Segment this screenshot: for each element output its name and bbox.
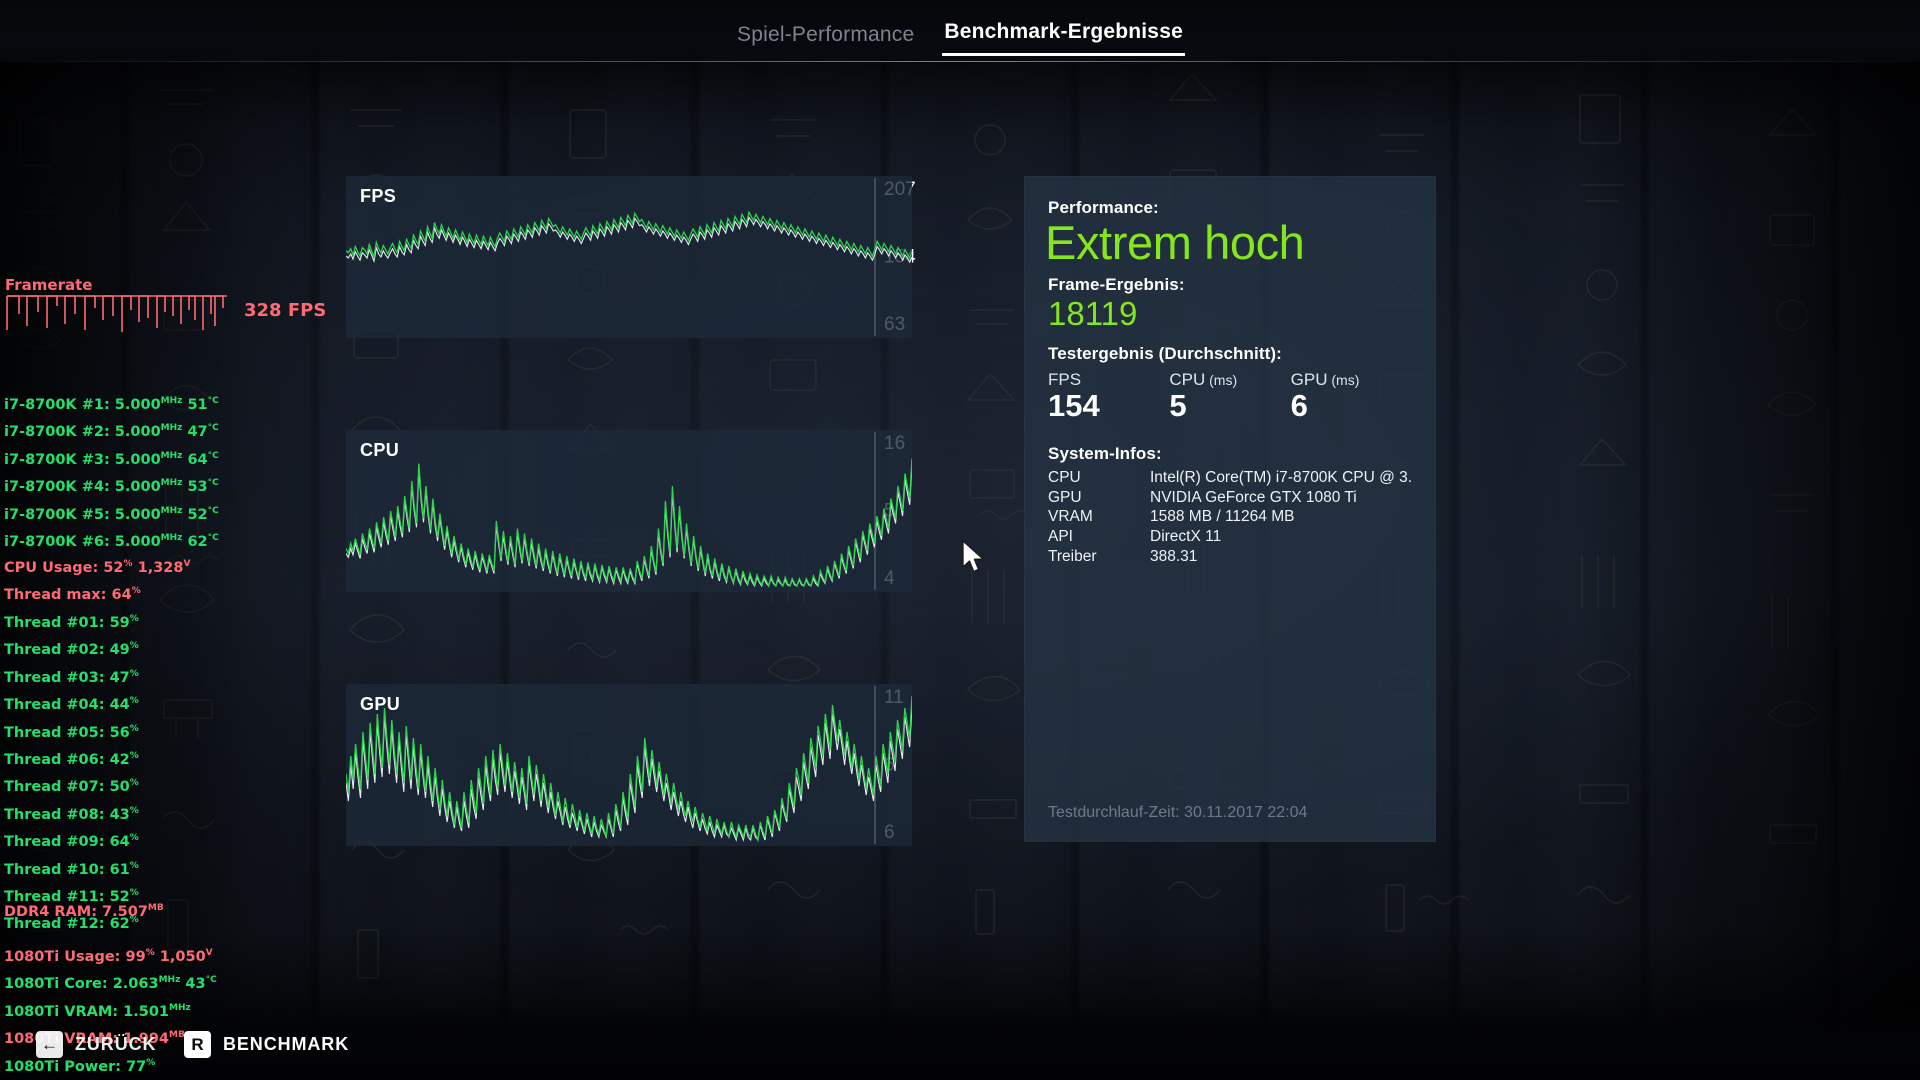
cpu-core-row: i7-8700K #2: 5.000MHz 47°C — [4, 423, 219, 441]
system-info-row-vram: VRAM 1588 MB / 11264 MB — [1048, 507, 1412, 527]
back-button[interactable]: ← ZURÜCK — [36, 1031, 156, 1058]
thread-row: Thread #06: 42% — [4, 750, 139, 768]
fps-chart-plot — [346, 176, 912, 338]
average-cell-cpu: CPU (ms) 5 — [1169, 370, 1290, 424]
r-key-icon: R — [184, 1031, 211, 1058]
cpu-usage-row: CPU Usage: 52% 1,328V — [4, 559, 191, 576]
ram-row: DDR4 RAM: 7.507MB — [4, 903, 164, 920]
benchmark-button-label: BENCHMARK — [223, 1034, 350, 1054]
gpu-stats-list: 1080Ti Usage: 99% 1,050V 1080Ti Core: 2.… — [4, 942, 217, 1079]
system-info-key-cpu: CPU — [1048, 468, 1081, 486]
thread-row: Thread #09: 64% — [4, 833, 139, 851]
benchmark-button[interactable]: R BENCHMARK — [184, 1031, 349, 1058]
thread-row: Thread #02: 49% — [4, 641, 139, 659]
ram-list: DDR4 RAM: 7.507MB — [4, 897, 164, 924]
thread-row: Thread #08: 43% — [4, 805, 139, 823]
frame-score-label: Frame-Ergebnis: — [1048, 274, 1185, 294]
back-button-label: ZURÜCK — [75, 1034, 157, 1054]
thread-row: Thread #07: 50% — [4, 778, 139, 796]
cpu-core-row: i7-8700K #6: 5.000MHz 62°C — [4, 533, 219, 550]
cpu-chart-plot — [346, 430, 912, 592]
system-info-value-gpu: NVIDIA GeForce GTX 1080 Ti — [1150, 488, 1357, 506]
system-info-row-api: API DirectX 11 — [1048, 527, 1412, 547]
average-value-gpu: 6 — [1290, 388, 1308, 424]
thread-row: Thread #10: 61% — [4, 860, 139, 878]
average-caption-fps: FPS — [1048, 370, 1082, 390]
cpu-core-list: i7-8700K #1: 5.000MHz 51°C i7-8700K #2: … — [4, 390, 219, 555]
gpu-chart-label: GPU — [360, 694, 401, 714]
back-key-icon: ← — [36, 1031, 63, 1058]
performance-value: Extrem hoch — [1045, 216, 1305, 269]
system-info-row-gpu: GPU NVIDIA GeForce GTX 1080 Ti — [1048, 488, 1412, 508]
tab-benchmark-ergebnisse[interactable]: Benchmark-Ergebnisse — [942, 20, 1185, 56]
framerate-value: 328 FPS — [244, 300, 327, 321]
thread-row: Thread #04: 44% — [4, 696, 139, 713]
system-info-value-cpu: Intel(R) Core(TM) i7-8700K CPU @ 3.7… — [1150, 468, 1412, 486]
framerate-title: Framerate — [5, 276, 93, 294]
tab-spiel-performance[interactable]: Spiel-Performance — [737, 23, 915, 46]
average-value-cpu: 5 — [1169, 388, 1187, 424]
gpu-vram-clock-row: 1080Ti VRAM: 1.501MHz — [4, 1002, 191, 1020]
framerate-graph — [5, 294, 230, 336]
system-info-value-api: DirectX 11 — [1150, 527, 1222, 545]
system-info-row-treiber: Treiber 388.31 — [1048, 547, 1412, 567]
mouse-cursor — [961, 540, 987, 574]
cpu-core-row: i7-8700K #4: 5.000MHz 53°C — [4, 478, 219, 496]
gpu-chart-plot — [346, 684, 912, 846]
system-info-key-gpu: GPU — [1048, 488, 1082, 506]
bottom-bar — [0, 1006, 1920, 1080]
cpu-thread-list: CPU Usage: 52% 1,328V Thread max: 64% Th… — [4, 553, 190, 937]
run-timestamp: Testdurchlauf-Zeit: 30.11.2017 22:04 — [1048, 804, 1308, 821]
gpu-usage-row: 1080Ti Usage: 99% 1,050V — [4, 948, 213, 965]
gpu-core-row: 1080Ti Core: 2.063MHz 43°C — [4, 975, 217, 993]
thread-row: Thread #12: 62% — [4, 915, 139, 933]
cpu-core-row: i7-8700K #3: 5.000MHz 64°C — [4, 450, 219, 468]
cpu-chart-panel: CPU — [346, 430, 912, 592]
cpu-core-row: i7-8700K #1: 5.000MHz 51°C — [4, 396, 219, 413]
top-bar — [0, 0, 1920, 62]
performance-label: Performance: — [1048, 198, 1159, 217]
gpu-power-row: 1080Ti Power: 77% — [4, 1057, 156, 1075]
thread-max-row: Thread max: 64% — [4, 586, 141, 604]
system-info-label: System-Infos: — [1048, 443, 1162, 463]
fps-chart-label: FPS — [360, 186, 397, 206]
thread-row: Thread #03: 47% — [4, 668, 139, 686]
tab-bar: Spiel-Performance Benchmark-Ergebnisse — [0, 20, 1920, 56]
system-info-section: System-Infos: CPU Intel(R) Core(TM) i7-8… — [1048, 444, 1412, 566]
top-bar-divider — [0, 61, 1920, 62]
fps-chart-panel: FPS — [346, 176, 912, 338]
system-info-value-vram: 1588 MB / 11264 MB — [1150, 508, 1295, 526]
average-cell-fps: FPS 154 — [1048, 370, 1169, 424]
average-caption-cpu: CPU (ms) — [1169, 370, 1238, 390]
system-info-key-treiber: Treiber — [1048, 547, 1097, 565]
average-cell-gpu: GPU (ms) 6 — [1291, 370, 1412, 424]
thread-row: Thread #11: 52% — [4, 888, 139, 905]
average-caption-gpu: GPU (ms) — [1290, 370, 1360, 390]
hardware-monitor-overlay: Framerate — [0, 0, 330, 1080]
gpu-chart-panel: GPU — [346, 684, 912, 846]
result-panel: Performance: Extrem hoch Frame-Ergebnis:… — [1024, 176, 1436, 842]
average-result-grid: FPS 154 CPU (ms) 5 GPU (ms) 6 — [1048, 370, 1412, 424]
system-info-key-api: API — [1048, 527, 1073, 545]
average-value-fps: 154 — [1048, 388, 1100, 424]
thread-row: Thread #05: 56% — [4, 723, 139, 741]
frame-score-value: 18119 — [1048, 294, 1138, 332]
average-result-label: Testergebnis (Durchschnitt): — [1048, 344, 1282, 364]
system-info-row-cpu: CPU Intel(R) Core(TM) i7-8700K CPU @ 3.7… — [1048, 468, 1412, 488]
cpu-chart-label: CPU — [360, 440, 400, 460]
system-info-key-vram: VRAM — [1048, 508, 1093, 526]
system-info-value-treiber: 388.31 — [1150, 547, 1198, 565]
cpu-core-row: i7-8700K #5: 5.000MHz 52°C — [4, 505, 219, 523]
thread-row: Thread #01: 59% — [4, 613, 139, 631]
